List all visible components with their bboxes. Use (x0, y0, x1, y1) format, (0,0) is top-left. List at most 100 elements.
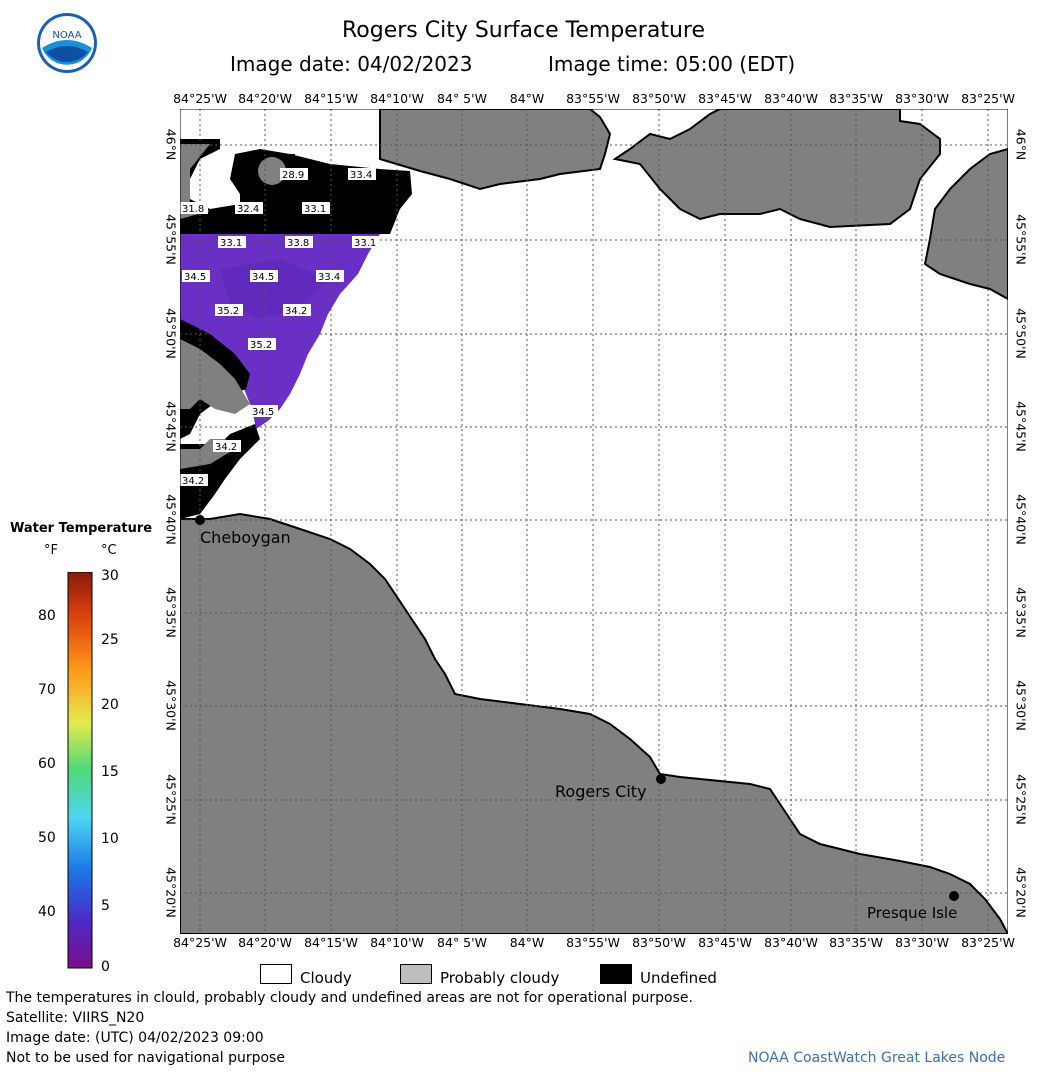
land-mainland (180, 512, 1008, 934)
f-tick: 70 (38, 682, 56, 698)
footer-note: The temperatures in clould, probably clo… (6, 990, 693, 1006)
presque-isle-marker (949, 891, 959, 901)
logo-text: NOAA (52, 30, 81, 41)
temp-label: 34.5 (252, 407, 274, 418)
temp-label-bg (316, 270, 344, 282)
temp-label-bg (283, 304, 311, 316)
temp-label: 34.2 (285, 306, 307, 317)
lon-label: 84°10'W (370, 935, 424, 950)
lat-label: 45°35'N (1013, 587, 1029, 638)
temp-label-bg (352, 236, 380, 248)
lat-label: 45°20'N (163, 867, 179, 918)
c-tick: 25 (101, 632, 119, 648)
lon-label: 84°25'W (173, 91, 227, 106)
land-upper (379, 109, 612, 191)
f-tick: 60 (38, 756, 56, 772)
lon-label: 83°30'W (895, 935, 949, 950)
image-time: Image time: 05:00 (EDT) (548, 52, 796, 76)
c-tick: 30 (101, 568, 119, 584)
lat-label: 45°20'N (1013, 867, 1029, 918)
lat-label: 45°45'N (1013, 401, 1029, 452)
legend-cloudy: Cloudy (300, 969, 352, 987)
lon-label: 83°30'W (895, 91, 949, 106)
lon-label: 83°55'W (566, 935, 620, 950)
temp-label: 34.2 (182, 476, 204, 487)
legend-probably-cloudy: Probably cloudy (440, 969, 560, 987)
temp-label-bg (348, 168, 376, 180)
c-tick: 20 (101, 697, 119, 713)
temp-label: 34.2 (215, 442, 237, 453)
c-tick: 0 (101, 959, 110, 975)
footer-satellite: Satellite: VIIRS_N20 (6, 1010, 145, 1026)
temp-label-bg (250, 405, 278, 417)
temp-label-bg (280, 168, 308, 180)
map-title: Rogers City Surface Temperature (341, 18, 706, 43)
map-area: Cheboygan Rogers City Presque Isle 28.9 3… (180, 109, 1008, 934)
lat-label: 45°40'N (163, 494, 179, 545)
temp-label: 33.8 (287, 238, 309, 249)
temp-label: 33.4 (318, 272, 340, 283)
footer-image-date: Image date: (UTC) 04/02/2023 09:00 (6, 1030, 264, 1046)
image-date: Image date: 04/02/2023 (230, 52, 473, 76)
temp-label-bg (248, 338, 276, 350)
legend-undefined: Undefined (640, 969, 717, 987)
lat-label: 45°45'N (163, 401, 179, 452)
f-tick: 50 (38, 830, 56, 846)
temp-label-bg (213, 440, 241, 452)
footer-credit: NOAA CoastWatch Great Lakes Node (748, 1050, 1006, 1066)
lat-label: 45°55'N (163, 214, 179, 265)
colorbar-title: Water Temperature (10, 521, 153, 536)
lon-label: 84°W (509, 91, 545, 106)
cheboygan-marker (195, 515, 205, 525)
lon-label: 84°15'W (304, 935, 358, 950)
legend-swatch-probably-cloudy (400, 964, 432, 984)
lon-label: 83°25'W (961, 935, 1015, 950)
lon-label: 84°W (509, 935, 545, 950)
temp-label: 32.4 (237, 204, 259, 215)
lon-label: 83°35'W (829, 935, 883, 950)
lat-label: 45°30'N (163, 680, 179, 731)
lon-label: 83°40'W (764, 935, 818, 950)
city-cheboygan: Cheboygan (200, 528, 291, 547)
temp-label: 28.9 (282, 170, 304, 181)
temp-label: 34.5 (184, 272, 206, 283)
temp-label: 35.2 (217, 306, 239, 317)
f-tick: 40 (38, 904, 56, 920)
unit-c: °C (101, 543, 117, 558)
lon-label: 84° 5'W (437, 935, 487, 950)
temp-label: 33.1 (304, 204, 326, 215)
temp-label-bg (218, 236, 246, 248)
lat-label: 45°50'N (1013, 308, 1029, 359)
temp-label: 31.8 (182, 204, 204, 215)
rogers-city-marker (656, 774, 666, 784)
lon-label: 84° 5'W (437, 91, 487, 106)
lat-label: 46°N (163, 128, 179, 161)
lon-label: 83°45'W (698, 935, 752, 950)
temp-label-bg (250, 270, 278, 282)
temp-label: 33.1 (220, 238, 242, 249)
f-tick: 80 (38, 608, 56, 624)
lon-label: 84°15'W (304, 91, 358, 106)
temp-label: 33.4 (350, 170, 372, 181)
c-tick: 5 (101, 898, 110, 914)
lon-label: 83°50'W (632, 935, 686, 950)
temp-label: 33.1 (354, 238, 376, 249)
lon-label: 83°55'W (566, 91, 620, 106)
city-presque-isle: Presque Isle (867, 904, 957, 922)
lat-label: 45°25'N (163, 774, 179, 825)
temp-label-bg (182, 270, 210, 282)
lat-label: 45°50'N (163, 308, 179, 359)
footer-nav-note: Not to be used for navigational purpose (6, 1050, 285, 1066)
graticule (180, 109, 1008, 934)
lon-label: 83°25'W (961, 91, 1015, 106)
lon-label: 84°25'W (173, 935, 227, 950)
temp-label-bg (215, 304, 243, 316)
lat-label: 45°30'N (1013, 680, 1029, 731)
lon-label: 83°50'W (632, 91, 686, 106)
temp-label: 35.2 (250, 340, 272, 351)
lat-label: 46°N (1013, 128, 1029, 161)
temp-label: 34.5 (252, 272, 274, 283)
lon-label: 84°10'W (370, 91, 424, 106)
temp-label-bg (235, 202, 263, 214)
lon-label: 84°20'W (238, 935, 292, 950)
